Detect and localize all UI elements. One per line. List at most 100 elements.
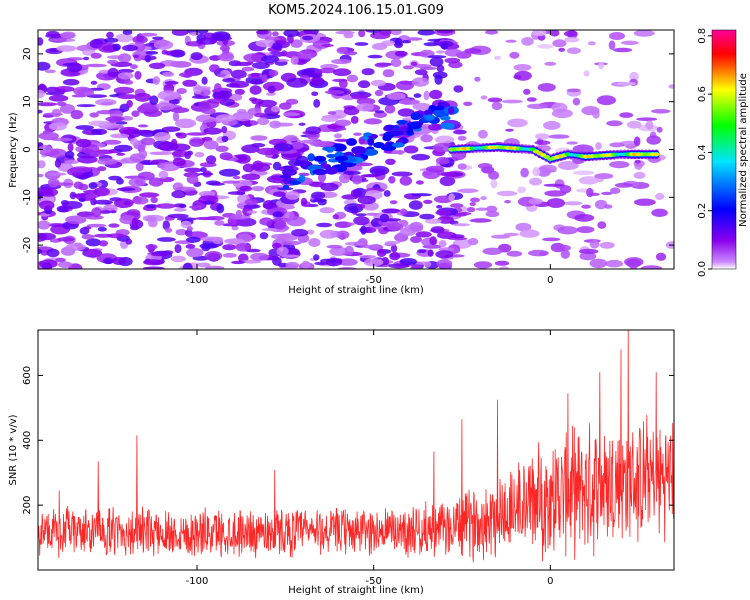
- y-tick-label: -10: [22, 189, 33, 205]
- spectrogram-cell: [228, 220, 237, 226]
- spectrogram-cell: [379, 213, 390, 223]
- spectrogram-cell: [153, 132, 171, 142]
- spectrogram-cell: [173, 203, 186, 208]
- spectrogram-cell: [535, 133, 550, 140]
- spectrogram-cell: [47, 178, 60, 188]
- spectrogram-cell: [346, 138, 357, 146]
- spectrogram-cell: [335, 258, 343, 264]
- spectrogram-cell: [505, 128, 514, 132]
- spectrogram-cell: [188, 31, 201, 36]
- spectrogram-cell: [339, 173, 350, 184]
- spectrogram-cell: [190, 52, 203, 61]
- spectrogram-cell: [374, 62, 389, 68]
- spectrogram-cell: [401, 40, 412, 44]
- spectrogram-cell: [420, 134, 433, 143]
- spectrogram-cell: [251, 143, 266, 148]
- spectrogram-cell: [385, 124, 394, 130]
- spectrogram-cell: [537, 83, 556, 92]
- spectrogram-cell: [246, 61, 254, 65]
- spectrogram-cell: [503, 232, 519, 237]
- spectrogram-cell: [373, 142, 385, 149]
- spectrogram-cell: [131, 217, 139, 227]
- spectrogram-cell: [350, 115, 359, 124]
- spectrogram-cell: [86, 223, 107, 228]
- spectrogram-cell: [427, 55, 447, 59]
- spectrogram-cell: [271, 233, 291, 240]
- spectrogram-cell: [311, 76, 324, 86]
- spectrogram-cell: [542, 237, 561, 242]
- colorbar-tick-label: 0.6: [697, 86, 708, 102]
- spectrogram-cell: [48, 94, 69, 102]
- spectrogram-cell: [327, 111, 337, 115]
- spectrogram-cell: [257, 117, 270, 126]
- spectrogram-cell: [452, 223, 471, 227]
- spectrogram-cell: [626, 120, 642, 129]
- spectrogram-cell: [334, 221, 352, 228]
- spectrogram-cell: [201, 76, 208, 85]
- x-tick-label: -50: [365, 275, 381, 286]
- spectrogram-cell: [129, 153, 146, 163]
- spectrogram-cell: [283, 30, 300, 37]
- spectrogram-cell: [239, 185, 252, 192]
- spectrogram-cell: [411, 153, 430, 161]
- y-tick-label: 10: [22, 95, 33, 108]
- spectrogram-cell: [65, 150, 75, 159]
- spectrogram-cell: [646, 135, 661, 145]
- spectrogram-cell: [179, 72, 194, 78]
- spectrogram-cell: [283, 178, 290, 185]
- spectrogram-cell: [437, 216, 454, 224]
- spectrogram-cell: [603, 204, 613, 209]
- spectrogram-cell: [122, 44, 138, 52]
- spectrogram-cell: [417, 249, 427, 254]
- spectrogram-cell: [91, 207, 102, 218]
- spectrogram-cell: [38, 220, 51, 230]
- spectrogram-cell: [182, 79, 198, 87]
- spectrogram-cell: [544, 61, 557, 66]
- x-tick-label: 0: [547, 576, 553, 587]
- spectrogram-cell: [314, 261, 329, 266]
- spectrogram-cell: [255, 39, 277, 48]
- spectrogram-cell: [135, 162, 144, 172]
- spectrogram-cell: [234, 88, 245, 96]
- spectrogram-cell: [410, 112, 422, 121]
- spectrogram-cell: [370, 31, 391, 40]
- spectrogram-cell: [38, 102, 57, 107]
- spectrogram-cell: [592, 109, 600, 119]
- spectrogram-cell: [478, 129, 488, 139]
- spectrogram-cell: [440, 171, 456, 177]
- spectrogram-cell: [505, 39, 517, 43]
- spectrogram-cell: [167, 213, 189, 219]
- spectrogram-cell: [147, 219, 158, 228]
- spectrogram-cell: [160, 150, 172, 156]
- spectrogram-cell: [415, 180, 424, 185]
- spectrogram-cell: [199, 243, 218, 249]
- spectrogram-cell: [355, 213, 367, 217]
- spectrogram-cell: [616, 81, 637, 86]
- spectrogram-cell: [145, 50, 159, 55]
- spectrogram-cell: [523, 88, 531, 95]
- spectrogram-cell: [429, 89, 443, 100]
- spectrogram-cell: [406, 126, 414, 136]
- spectrogram-cell: [39, 144, 53, 154]
- spectrogram-cell: [526, 97, 537, 102]
- spectrogram-cell: [369, 165, 390, 176]
- spectrogram-cell: [329, 246, 349, 256]
- spectrogram-cell: [578, 248, 599, 255]
- spectrogram-cell: [38, 160, 46, 169]
- spectrogram-cell: [139, 192, 160, 198]
- spectrogram-cell: [165, 227, 173, 233]
- spectrogram-cell: [157, 141, 179, 152]
- spectrogram-cell: [331, 58, 352, 65]
- spectrogram-cell: [394, 37, 403, 47]
- spectrogram-cell: [436, 30, 454, 34]
- spectrogram-cell: [215, 114, 237, 122]
- spectrogram-cell: [155, 102, 176, 111]
- spectrogram-cell: [444, 48, 463, 57]
- spectrogram-cell: [397, 149, 404, 155]
- spectrogram-cell: [149, 95, 159, 105]
- spectrogram-cell: [605, 259, 623, 268]
- spectrogram-cell: [214, 220, 225, 226]
- spectrogram-cell: [249, 97, 258, 102]
- spectrogram-cell: [491, 101, 503, 111]
- spectrogram-cell: [302, 35, 314, 41]
